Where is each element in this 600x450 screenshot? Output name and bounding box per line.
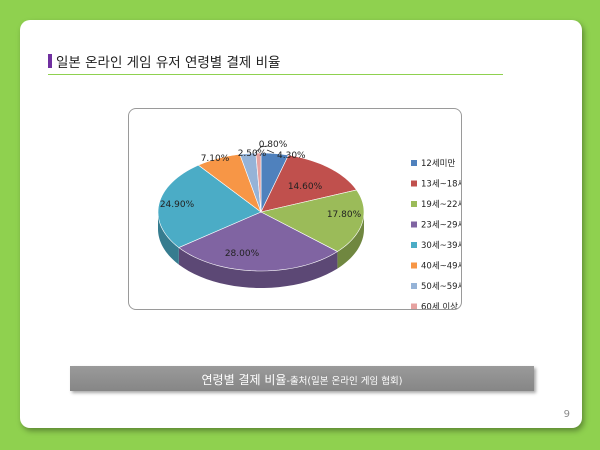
data-label-4: 24.90% bbox=[160, 200, 195, 210]
legend-swatch-3 bbox=[411, 221, 417, 228]
legend-swatch-0 bbox=[411, 160, 417, 166]
pie-slice-side-2 bbox=[337, 212, 364, 269]
caption-source: -출처(일본 온라인 게임 협회) bbox=[286, 376, 403, 387]
pie-slice-side-3 bbox=[178, 247, 338, 288]
title-bullet-marker bbox=[48, 54, 52, 68]
slide-title: 일본 온라인 게임 유저 연령별 결제 비율 bbox=[56, 55, 281, 71]
legend-swatch-5 bbox=[411, 262, 417, 269]
legend-swatch-2 bbox=[411, 201, 417, 207]
data-label-6: 2.50% bbox=[238, 149, 267, 159]
pie-slice-1 bbox=[260, 154, 358, 213]
slide: 일본 온라인 게임 유저 연령별 결제 비율 4.30% 14.60% 17.80%… bbox=[20, 20, 582, 428]
legend-label-1: 13세~18세 bbox=[421, 180, 461, 190]
pie-chart: 4.30% 14.60% 17.80% 28.00% 24.90% 7.10% 2.50%0… bbox=[157, 140, 461, 309]
pie-slice-3 bbox=[178, 211, 339, 272]
data-label-5: 7.10% bbox=[201, 154, 230, 164]
data-label-2: 17.80% bbox=[327, 210, 362, 220]
data-labels: 4.30% 14.60% 17.80% 28.00% 24.90% 7.10% 2.50%0… bbox=[160, 140, 362, 259]
pie-slice-5 bbox=[197, 153, 262, 213]
legend-swatch-4 bbox=[411, 242, 417, 248]
legend-label-5: 40세~49세 bbox=[421, 262, 461, 272]
data-label-0: 4.30% bbox=[277, 151, 306, 161]
caption-bar: 연령별 결제 비율-출처(일본 온라인 게임 협회) bbox=[70, 366, 534, 391]
legend-label-3: 23세~29세 bbox=[421, 221, 461, 231]
pie-slice-4 bbox=[157, 164, 262, 248]
legend-swatch-1 bbox=[411, 180, 417, 187]
leader-line-2 bbox=[266, 149, 275, 154]
legend-label-7: 60세 이상 bbox=[421, 302, 458, 310]
data-label-7: 0.80% bbox=[259, 140, 288, 150]
pie-slices bbox=[157, 152, 365, 272]
pie-slice-6 bbox=[239, 152, 262, 213]
page-number: 9 bbox=[563, 409, 570, 420]
pie-slice-2 bbox=[260, 189, 365, 252]
legend-label-6: 50세~59세 bbox=[421, 282, 461, 292]
caption-main: 연령별 결제 비율 bbox=[201, 373, 287, 387]
data-label-3: 28.00% bbox=[225, 249, 260, 259]
leader-line-1 bbox=[259, 145, 269, 148]
pie-slice-7 bbox=[255, 152, 262, 213]
data-label-1: 14.60% bbox=[288, 182, 323, 192]
legend-swatch-6 bbox=[411, 283, 417, 289]
chart-legend: 12세미만 13세~18세 19세~22세 23세~29세 30세~39세 40세~49세… bbox=[411, 159, 461, 309]
legend-label-4: 30세~39세 bbox=[421, 241, 461, 251]
legend-swatch-7 bbox=[411, 303, 417, 309]
legend-label-0: 12세미만 bbox=[421, 159, 455, 169]
legend-label-2: 19세~22세 bbox=[421, 200, 461, 210]
slide-title-row: 일본 온라인 게임 유저 연령별 결제 비율 bbox=[48, 50, 503, 75]
pie-chart-frame: 4.30% 14.60% 17.80% 28.00% 24.90% 7.10% 2.50% 0… bbox=[128, 108, 462, 310]
